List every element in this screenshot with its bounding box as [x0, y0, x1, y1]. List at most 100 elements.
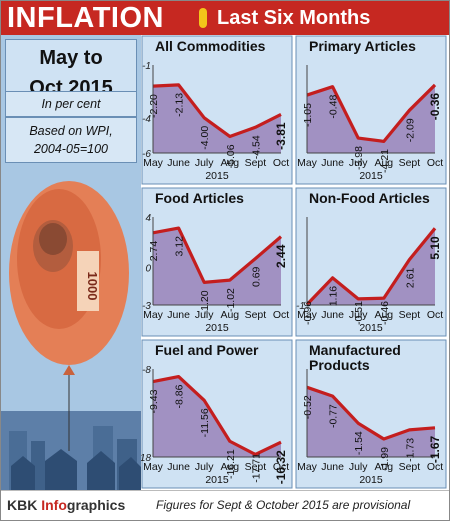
y-tick-label: -4	[142, 114, 151, 125]
data-label: -4.21	[379, 149, 391, 173]
x-tick-label: Oct	[273, 157, 289, 169]
x-axis-label: 2015	[205, 322, 229, 334]
y-tick-label: -18	[141, 453, 151, 464]
chart-title: Food Articles	[155, 190, 244, 206]
x-tick-label: July	[349, 157, 368, 169]
x-tick-label: Aug	[220, 461, 239, 473]
data-label: -4.54	[250, 135, 262, 159]
data-label: -2.09	[404, 118, 416, 142]
x-tick-label: June	[321, 309, 344, 321]
brand-tail: graphics	[66, 497, 126, 513]
data-label: 3.12	[174, 236, 186, 257]
period-line1: May to	[39, 47, 103, 69]
data-label: -3.81	[274, 122, 288, 150]
data-label: 1.16	[328, 286, 340, 307]
y-tick-label: -1	[142, 61, 151, 72]
series-area	[153, 376, 281, 457]
x-tick-label: Sept	[245, 309, 267, 321]
header-banner: INFLATION Last Six Months	[1, 1, 449, 35]
data-label: -1.67	[428, 435, 442, 463]
x-tick-label: May	[297, 461, 318, 473]
x-axis-label: 2015	[359, 322, 383, 334]
data-label: -1.99	[379, 447, 391, 471]
y-tick-label: 4	[145, 213, 151, 224]
data-label: -1.20	[199, 290, 211, 314]
x-tick-label: Aug	[220, 309, 239, 321]
footer-note: Figures for Sept & October 2015 are prov…	[156, 498, 411, 512]
series-line	[152, 83, 282, 139]
footer: KBK Infographics Figures for Sept & Octo…	[1, 490, 449, 521]
data-label: -1.02	[225, 288, 237, 312]
brand-main: KBK	[7, 497, 42, 513]
charts-area: All Commodities -1 -4 -6 -2.20 -2.13 -4.00 -5.0…	[137, 35, 449, 490]
x-tick-label: Oct	[427, 157, 443, 169]
x-tick-label: Sept	[245, 157, 267, 169]
chart-panel: Fuel and Power -8 -18 -9.43 -8.86 -11.56 -16.2…	[137, 339, 293, 489]
x-tick-label: Aug	[220, 157, 239, 169]
unit-label: In per cent	[41, 97, 101, 111]
data-label: -0.77	[328, 404, 340, 428]
x-tick-label: Oct	[273, 309, 289, 321]
data-label: 2.74	[148, 241, 160, 262]
series-line	[306, 385, 436, 441]
x-tick-label: July	[195, 309, 214, 321]
data-label: -1.54	[353, 431, 365, 455]
y-tick-label: -1	[296, 301, 305, 312]
x-axis-label: 2015	[359, 170, 383, 182]
header-title: INFLATION	[7, 2, 164, 34]
data-label: -3.98	[353, 146, 365, 170]
data-label: -0.48	[328, 95, 340, 119]
x-axis-label: 2015	[359, 474, 383, 486]
charts-svg: All Commodities -1 -4 -6 -2.20 -2.13 -4.00 -5.0…	[137, 35, 447, 489]
basis-box: Based on WPI, 2004-05=100	[5, 117, 137, 163]
data-label: -8.86	[174, 384, 186, 408]
svg-text:1000: 1000	[85, 272, 100, 301]
data-label: -4.00	[199, 126, 211, 150]
data-label: -0.36	[428, 93, 442, 121]
data-label: -17.71	[250, 453, 262, 483]
data-label: -0.96	[302, 301, 314, 325]
y-tick-label: 0	[145, 263, 151, 274]
chart-title: Primary Articles	[309, 38, 416, 54]
x-tick-label: Sept	[399, 309, 421, 321]
chart-title: All Commodities	[155, 38, 266, 54]
x-tick-label: Sept	[399, 157, 421, 169]
y-tick-label: -6	[142, 149, 151, 160]
data-label: 5.10	[428, 236, 442, 260]
unit-box: In per cent	[5, 91, 137, 117]
basis-line2: 2004-05=100	[33, 142, 109, 156]
y-tick-label: -8	[142, 365, 151, 376]
header-divider-icon	[199, 8, 207, 28]
series-area	[153, 84, 281, 153]
x-tick-label: Oct	[427, 309, 443, 321]
x-tick-label: Aug	[374, 309, 393, 321]
rupee-note-balloon-icon: 1000	[1, 181, 141, 490]
series-line	[152, 374, 282, 457]
x-tick-label: Oct	[273, 461, 289, 473]
x-tick-label: May	[143, 461, 164, 473]
data-label: 2.44	[274, 244, 288, 268]
x-tick-label: July	[349, 461, 368, 473]
x-tick-label: July	[349, 309, 368, 321]
data-label: -9.43	[148, 389, 160, 413]
data-label: -5.06	[225, 144, 237, 168]
data-label: -1.73	[404, 438, 416, 462]
data-label: -0.46	[379, 301, 391, 325]
x-tick-label: May	[297, 309, 318, 321]
data-label: -2.13	[174, 93, 186, 117]
basis-line1: Based on WPI,	[29, 124, 113, 138]
data-label: -0.52	[302, 395, 314, 419]
chart-panel: All Commodities -1 -4 -6 -2.20 -2.13 -4.00 -5.0…	[141, 35, 293, 185]
data-label: 0.69	[250, 266, 262, 287]
brand-credit: KBK Infographics	[7, 497, 125, 513]
x-tick-label: Sept	[245, 461, 267, 473]
x-tick-label: Oct	[427, 461, 443, 473]
x-tick-label: June	[167, 157, 190, 169]
x-tick-label: June	[321, 461, 344, 473]
chart-title: Products	[309, 357, 370, 373]
x-tick-label: June	[167, 461, 190, 473]
x-tick-label: May	[297, 157, 318, 169]
x-tick-label: July	[195, 461, 214, 473]
data-label: -16.21	[225, 449, 237, 479]
